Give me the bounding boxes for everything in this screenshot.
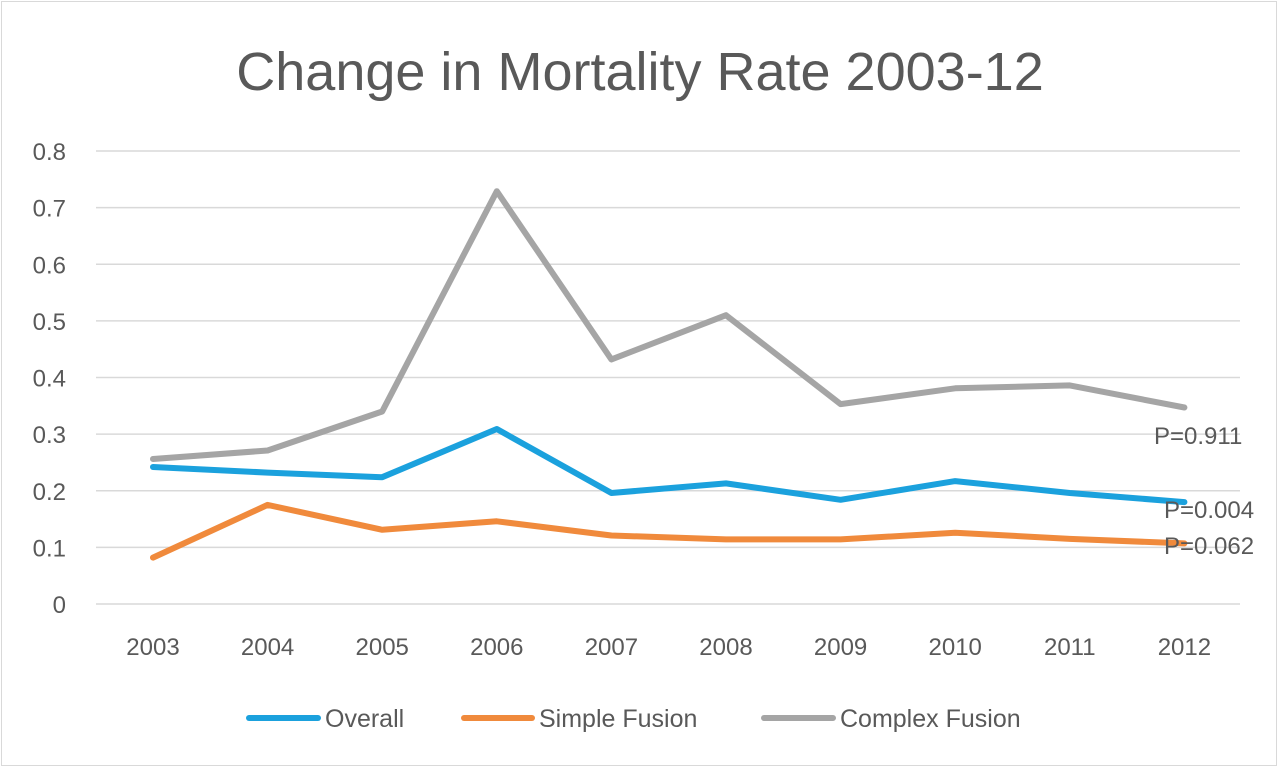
legend: Overall Simple Fusion Complex Fusion	[246, 705, 1021, 733]
y-axis-ticks: 0 0.1 0.2 0.3 0.4 0.5 0.6 0.7 0.8	[33, 139, 66, 619]
x-tick-label: 2006	[470, 634, 523, 661]
y-tick-label: 0.1	[33, 535, 66, 562]
series-line-overall	[150, 426, 1188, 506]
x-tick-label: 2010	[929, 634, 982, 661]
y-tick-label: 0	[53, 592, 66, 619]
p-value-annotation: P=0.911	[1154, 423, 1242, 450]
series-lines	[150, 188, 1188, 561]
y-tick-label: 0.4	[33, 366, 66, 393]
x-tick-label: 2003	[126, 634, 179, 661]
y-tick-label: 0.7	[33, 196, 66, 223]
p-value-annotation: P=0.004	[1164, 497, 1254, 524]
x-tick-label: 2012	[1158, 634, 1211, 661]
y-tick-label: 0.8	[33, 139, 66, 166]
x-tick-label: 2009	[814, 634, 867, 661]
legend-label-complex-fusion: Complex Fusion	[840, 705, 1021, 733]
series-line-complex-fusion	[150, 188, 1188, 462]
y-tick-label: 0.3	[33, 422, 66, 449]
y-tick-label: 0.5	[33, 309, 66, 336]
x-tick-label: 2005	[356, 634, 409, 661]
y-tick-label: 0.6	[33, 252, 66, 279]
x-tick-label: 2004	[241, 634, 294, 661]
x-tick-label: 2008	[699, 634, 752, 661]
x-tick-label: 2011	[1044, 634, 1096, 661]
y-tick-label: 0.2	[33, 479, 66, 506]
p-value-annotation: P=0.062	[1164, 533, 1254, 560]
gridlines	[96, 150, 1240, 605]
chart-title: Change in Mortality Rate 2003-12	[236, 42, 1043, 102]
x-axis-ticks: 2003 2004 2005 2006 2007 2008 2009 2010 2011 2012	[126, 634, 1211, 661]
annotations: P=0.004 P=0.062 P=0.911	[1154, 423, 1254, 560]
series-line-simple-fusion	[150, 501, 1188, 561]
legend-label-simple-fusion: Simple Fusion	[539, 705, 697, 733]
x-tick-label: 2007	[585, 634, 638, 661]
legend-label-overall: Overall	[325, 705, 404, 733]
